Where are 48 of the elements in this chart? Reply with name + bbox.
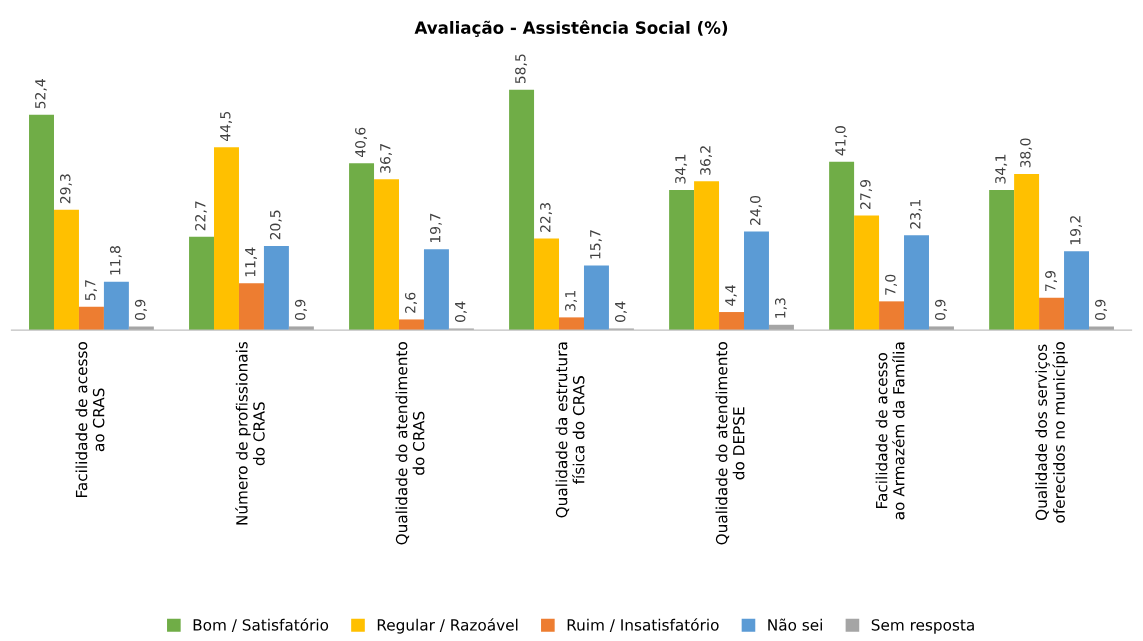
legend-label: Bom / Satisfatório xyxy=(193,618,329,632)
data-label: 0,9 xyxy=(1095,299,1107,320)
data-label: 34,1 xyxy=(675,154,688,184)
x-tick-label: Qualidade da estrutura física do CRAS xyxy=(555,342,585,518)
data-label: 52,4 xyxy=(35,79,47,109)
data-label: 15,7 xyxy=(590,230,602,259)
data-label: 11,4 xyxy=(245,247,257,277)
x-tick-label: Facilidade de acesso ao Armazém da Família xyxy=(875,342,905,520)
data-label: 40,6 xyxy=(355,127,367,158)
data-label: 29,3 xyxy=(60,174,72,204)
data-label: 4,4 xyxy=(725,285,737,306)
data-label: 0,4 xyxy=(614,301,627,322)
legend-label: Ruim / Insatisfatório xyxy=(567,618,719,632)
data-label: 11,8 xyxy=(109,246,122,275)
legend-label: Regular / Razoável xyxy=(377,618,518,634)
data-label: 36,2 xyxy=(700,146,712,175)
chart-title: Avaliação - Assistência Social (%) xyxy=(414,20,728,37)
data-label: 0,9 xyxy=(134,299,147,320)
data-label: 41,0 xyxy=(835,126,848,156)
x-tick-label: Facilidade de acesso ao CRAS xyxy=(75,342,105,498)
data-label: 58,5 xyxy=(515,54,528,84)
legend-label: Sem resposta xyxy=(871,619,974,634)
data-label: 36,7 xyxy=(380,144,392,173)
data-label: 0,4 xyxy=(454,301,467,322)
data-label: 27,9 xyxy=(860,179,873,209)
data-label: 23,1 xyxy=(910,200,922,229)
data-label: 7,0 xyxy=(885,274,897,295)
data-label: 22,7 xyxy=(195,201,207,231)
data-label: 3,1 xyxy=(565,291,577,311)
data-label: 0,9 xyxy=(294,299,307,320)
data-label: 1,3 xyxy=(774,298,787,318)
data-label: 24,0 xyxy=(750,195,762,225)
x-tick-label: Qualidade dos serviços oferecidos no município xyxy=(1035,342,1068,523)
data-label: 7,9 xyxy=(1045,270,1058,291)
legend-label: Não sei xyxy=(768,618,822,631)
data-label: 20,5 xyxy=(269,210,282,240)
x-tick-label: Qualidade do atendimento do CRAS xyxy=(395,342,425,545)
data-label: 44,5 xyxy=(220,112,232,142)
data-label: 0,9 xyxy=(934,299,947,320)
data-label: 2,6 xyxy=(405,292,417,313)
data-label: 19,2 xyxy=(1070,216,1082,245)
x-tick-label: Número de profissionais do CRAS xyxy=(235,341,265,525)
data-label: 22,3 xyxy=(540,203,552,232)
data-label: 5,7 xyxy=(85,280,97,301)
data-label: 19,7 xyxy=(429,213,442,243)
x-tick-label: Qualidade do atendimento do DEPSE xyxy=(715,342,745,545)
data-label: 38,0 xyxy=(1020,138,1033,168)
data-label: 34,1 xyxy=(995,154,1008,184)
